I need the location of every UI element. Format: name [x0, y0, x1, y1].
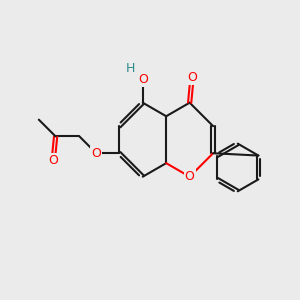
Text: O: O	[187, 71, 197, 84]
Text: O: O	[138, 73, 148, 86]
Text: O: O	[185, 170, 195, 183]
Text: O: O	[48, 154, 58, 167]
Text: O: O	[91, 147, 101, 160]
Text: H: H	[126, 62, 135, 75]
